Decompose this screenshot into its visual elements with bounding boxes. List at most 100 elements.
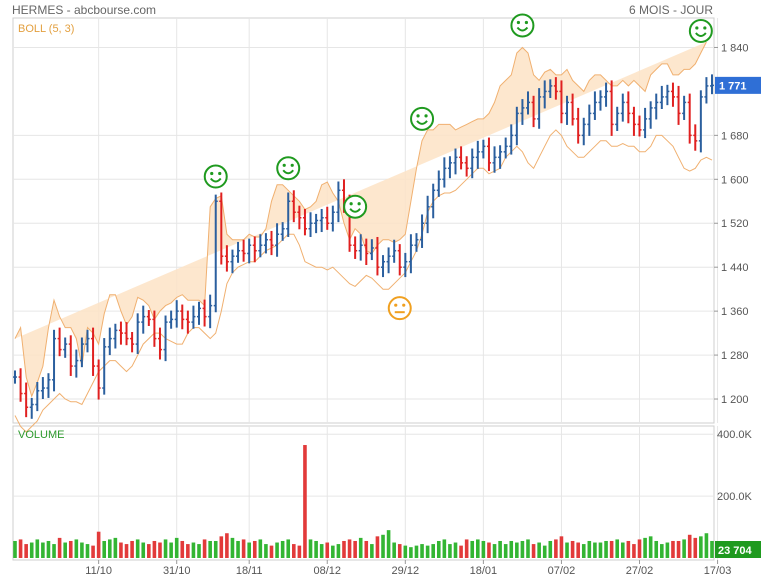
price-bar [163,315,168,362]
price-bar [537,88,542,129]
price-bar [481,139,486,159]
volume-bar [141,542,146,558]
price-bar [319,208,324,233]
smiley-mouth [282,169,294,175]
volume-bar [280,540,285,558]
date-tick-label: 27/02 [626,565,654,577]
price-bar [68,335,73,376]
volume-bar [476,539,480,558]
price-bar [710,74,714,95]
price-bar [559,80,564,124]
volume-bar [665,542,670,558]
smiley-eye [416,114,420,118]
volume-bar [63,542,67,558]
volume-bar [202,539,207,558]
volume-tick-label: 200.0K [717,491,753,503]
price-bar [169,310,174,329]
price-bar [358,234,363,261]
price-bar [308,212,313,237]
price-bar [687,93,692,144]
volume-bar [358,537,363,558]
volume-bar [459,545,463,558]
price-bar [113,323,118,349]
volume-bar [643,537,647,558]
volume-bar [342,540,346,558]
volume-bar [275,542,279,558]
price-bars [13,74,714,419]
band-lower-line [14,129,713,433]
price-bar [408,234,413,274]
volume-bar [113,537,118,558]
price-bar [152,310,157,347]
band-upper-line [14,41,707,398]
price-bar [258,234,263,258]
volume-bar [381,534,385,558]
price-bar [63,337,68,358]
bollinger-band [14,41,713,433]
price-bar [525,91,530,115]
smiley-eye [424,114,428,118]
price-bar [280,222,285,241]
price-bar [470,148,475,179]
price-bar [314,213,319,234]
volume-bar [431,544,435,558]
volume-bar [710,540,714,558]
price-bar [46,373,51,398]
volume-bar [107,539,112,558]
volume-bar [593,542,597,558]
volume-bar [570,540,575,558]
price-bar [364,238,369,265]
volume-bar [18,539,23,558]
price-bar [24,382,29,418]
volume-bar [241,539,246,558]
volume-bar [492,544,497,558]
price-bar [442,157,447,188]
last-price-badge: 1 771 [715,76,761,94]
volume-bar [704,533,709,558]
price-bar [704,77,709,104]
volume-bar [531,544,536,558]
price-bar [403,252,408,278]
volume-bar [35,539,40,558]
price-bar [503,137,508,159]
happy-smiley-icon [410,106,435,131]
volume-bar [163,539,168,558]
smiley-face [510,13,535,38]
volume-bar [91,545,95,558]
volume-bar [425,545,430,558]
price-bar [626,91,631,124]
price-bar [665,84,670,106]
volume-bar [604,540,608,558]
volume-bar [660,544,664,558]
price-bar [464,156,469,177]
price-bar [631,106,636,136]
price-bar [453,148,458,175]
volume-bar [581,544,586,558]
price-bar [286,192,291,237]
volume-bar [386,530,391,558]
price-bar [353,236,358,259]
volume-title: VOLUME [18,429,64,441]
volume-bar [169,542,173,558]
volume-bar [503,544,508,558]
volume-bar [252,540,257,558]
price-tick-label: 1 200 [721,394,749,406]
price-tick-label: 1 600 [721,174,749,186]
volume-bar [436,540,441,558]
volume-bar [409,547,413,558]
smiley-mouth [416,120,428,125]
volume-bar [230,537,235,558]
price-bar [197,301,202,325]
price-bar [643,107,648,139]
volume-bar [587,540,592,558]
volume-bar [542,545,547,558]
happy-smiley-icon [510,13,535,38]
volume-bar [509,540,514,558]
volume-bar [191,542,196,558]
volume-bar [626,540,631,558]
price-bar [96,359,101,400]
date-tick-label: 08/12 [313,565,341,577]
volume-axis: 200.0K 400.0K [717,429,753,503]
smiley-eye [695,26,699,30]
